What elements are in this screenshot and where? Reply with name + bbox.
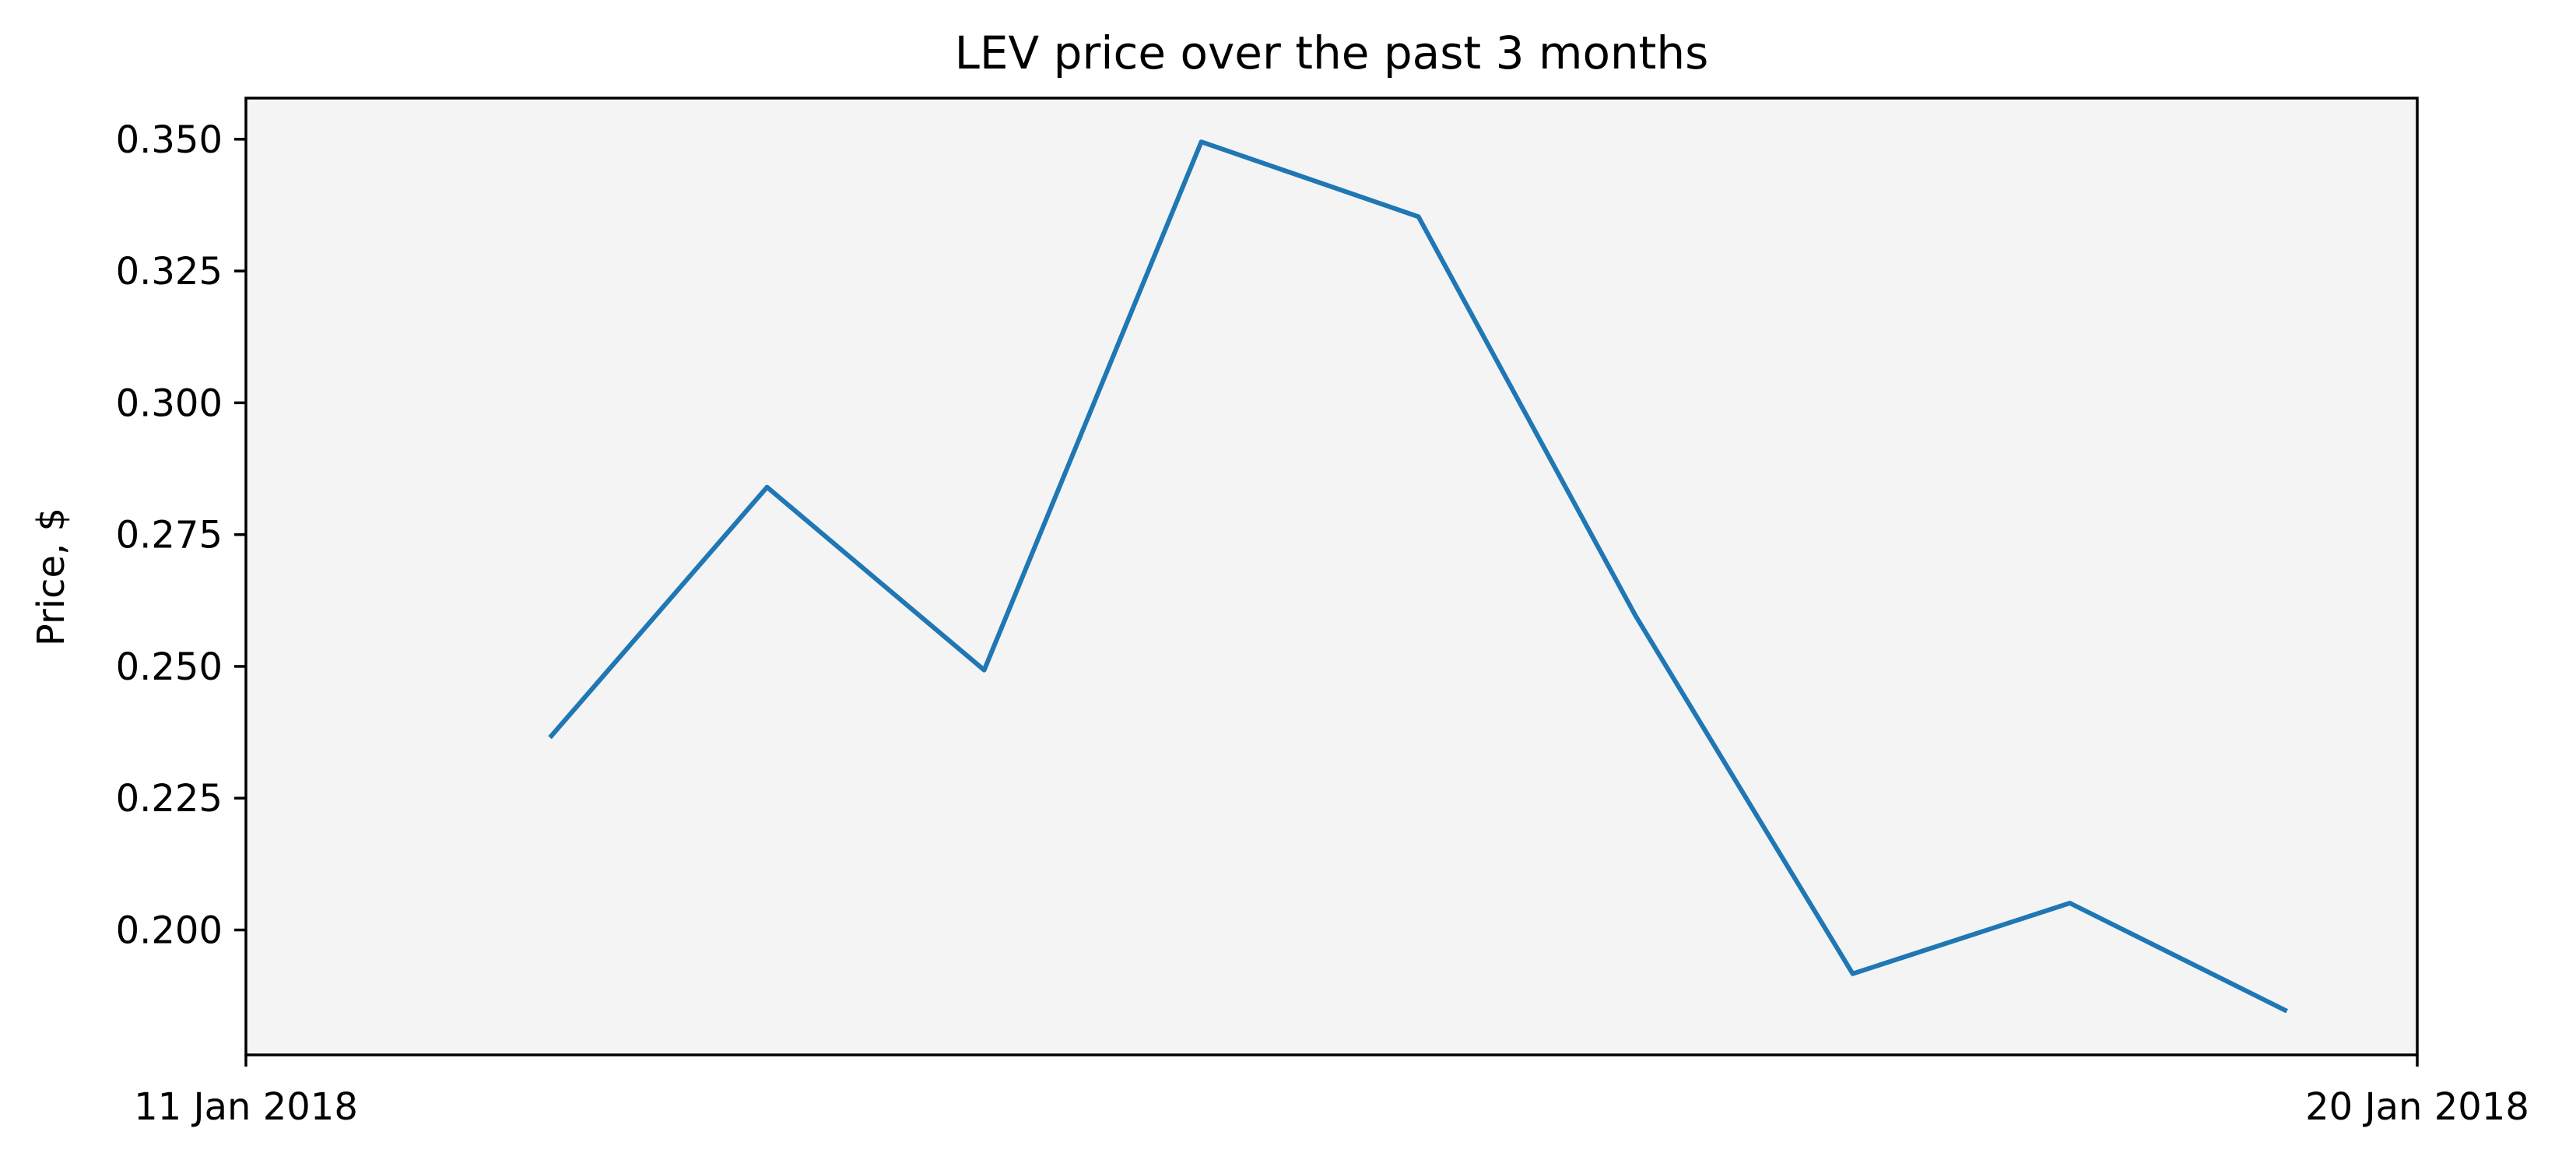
chart-title: LEV price over the past 3 months xyxy=(955,26,1709,79)
y-tick-label: 0.275 xyxy=(116,514,223,557)
y-axis-ticks: 0.200 0.225 0.250 0.275 0.300 0.325 0.350 xyxy=(116,118,246,953)
y-tick-label: 0.300 xyxy=(116,381,223,425)
x-axis-ticks: 11 Jan 2018 20 Jan 2018 xyxy=(134,1055,2529,1129)
y-tick-label: 0.350 xyxy=(116,118,223,162)
y-tick-label: 0.325 xyxy=(116,250,223,294)
series-layer xyxy=(548,139,2288,1014)
series-line xyxy=(548,139,2288,1014)
y-axis-label: Price, $ xyxy=(30,508,73,646)
x-tick-label: 20 Jan 2018 xyxy=(2305,1085,2529,1129)
y-tick-label: 0.250 xyxy=(116,645,223,689)
y-tick-label: 0.200 xyxy=(116,909,223,953)
plot-background xyxy=(246,98,2417,1055)
y-tick-label: 0.225 xyxy=(116,777,223,821)
x-tick-label: 11 Jan 2018 xyxy=(134,1085,358,1129)
plot-frame xyxy=(244,97,2419,1056)
